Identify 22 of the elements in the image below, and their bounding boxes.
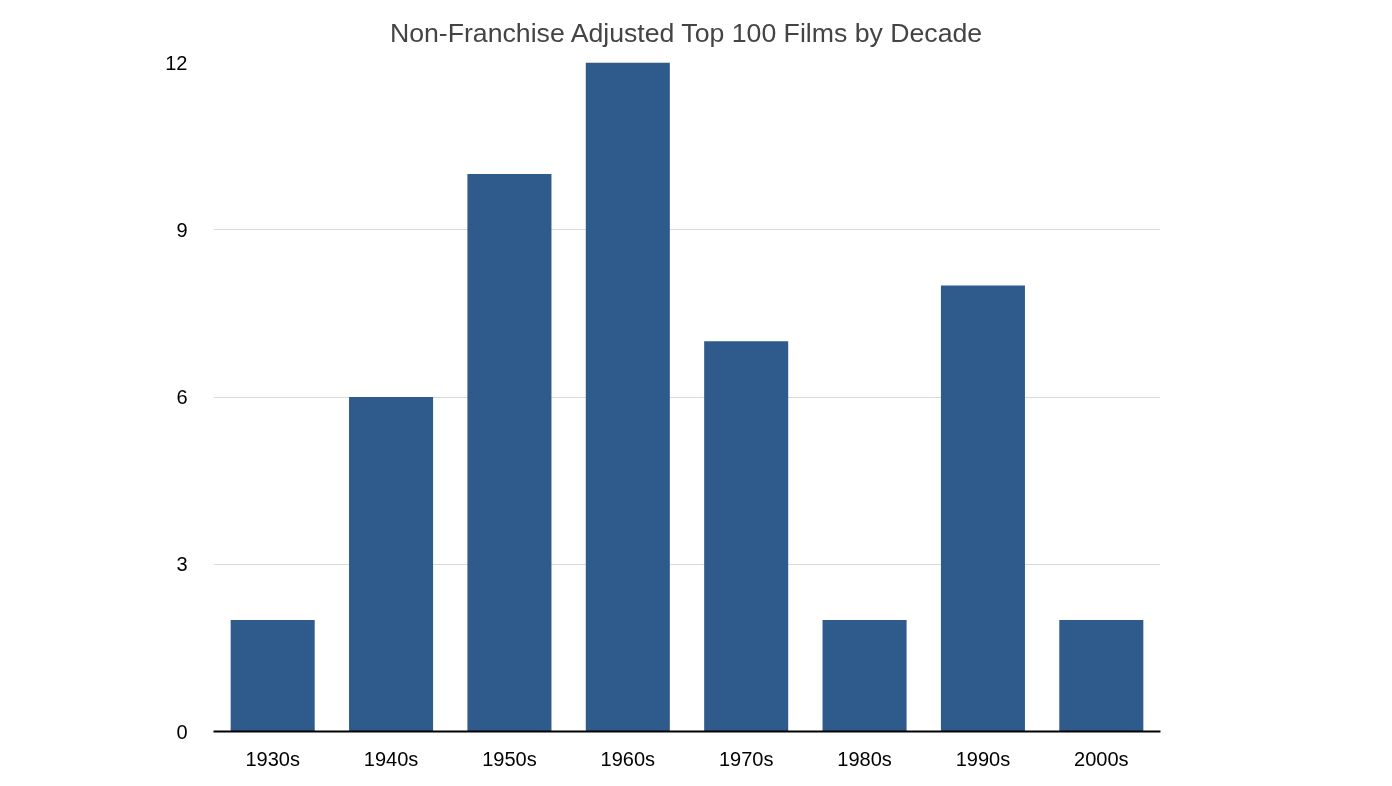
x-tick-label: 1930s <box>245 747 300 770</box>
y-tick-label: 6 <box>176 386 188 408</box>
y-tick-label: 0 <box>176 720 188 743</box>
bar <box>230 620 315 732</box>
x-tick-label: 2000s <box>1074 747 1129 770</box>
x-tick-label: 1970s <box>718 747 774 770</box>
x-tick-label: 1950s <box>482 747 537 770</box>
y-tick-label: 3 <box>176 553 188 576</box>
x-tick-label: 1960s <box>600 747 656 770</box>
x-tick-label: 1980s <box>837 747 892 770</box>
bar <box>704 341 789 732</box>
bar <box>349 397 434 732</box>
bar <box>940 285 1025 732</box>
x-tick-label: 1990s <box>955 747 1011 770</box>
bar <box>585 62 670 732</box>
y-tick-label: 12 <box>165 51 188 74</box>
bar <box>822 620 907 732</box>
bar <box>1059 620 1144 732</box>
chart-title: Non-Franchise Adjusted Top 100 Films by Decade <box>389 17 983 48</box>
x-tick-label: 1940s <box>363 747 419 770</box>
bar <box>467 174 552 732</box>
y-tick-label: 9 <box>176 218 188 241</box>
